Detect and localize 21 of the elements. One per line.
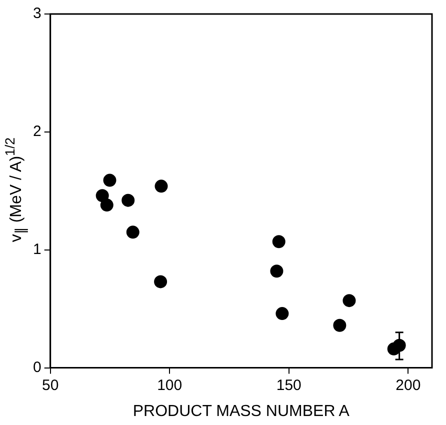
x-tick-label: 150 <box>276 376 302 394</box>
y-tick-label: 3 <box>33 5 42 22</box>
point <box>276 307 289 320</box>
x-tick-label: 200 <box>396 376 421 394</box>
point <box>96 189 109 202</box>
point <box>342 294 356 308</box>
point <box>103 174 116 187</box>
point <box>154 180 168 193</box>
y-tick-label: 0 <box>33 358 42 376</box>
y-tick-label: 2 <box>33 123 42 140</box>
x-tick-label: 100 <box>157 376 182 394</box>
point <box>333 318 346 332</box>
point <box>270 264 284 278</box>
point <box>122 194 135 207</box>
y-tick-label: 1 <box>33 241 42 258</box>
point <box>100 198 114 212</box>
point <box>154 275 168 288</box>
point <box>272 235 286 248</box>
point <box>126 226 140 239</box>
x-tick-label: 50 <box>42 376 59 394</box>
x-axis-title: PRODUCT MASS NUMBER A <box>132 402 350 420</box>
